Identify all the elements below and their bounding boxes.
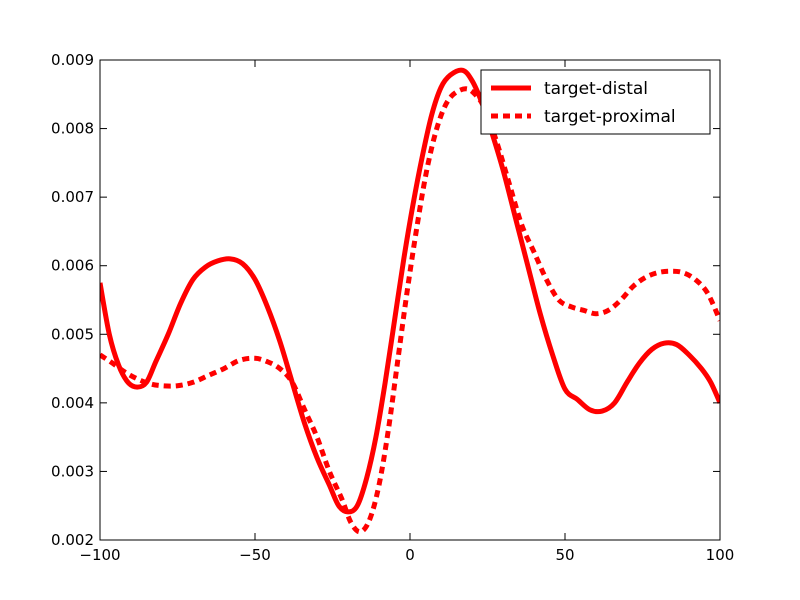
series-line-target-distal (100, 67, 720, 515)
ticks-layer: −100 −50 0 50 100 0.002 0.003 0.004 0.005 0.006 0.… (51, 51, 734, 564)
x-tick-label: 50 (555, 546, 574, 564)
y-tick-label: 0.008 (51, 120, 94, 138)
x-tick-label: 0 (405, 546, 415, 564)
legend-label-target-proximal: target-proximal (544, 107, 676, 127)
x-tick-label: −50 (239, 546, 271, 564)
legend-label-target-distal: target-distal (544, 79, 648, 99)
y-tick-label: 0.006 (51, 257, 94, 275)
y-tick-label: 0.003 (51, 462, 94, 480)
y-tick-label: 0.009 (51, 51, 94, 69)
legend: target-distal target-proximal (480, 69, 711, 135)
series-line-target-proximal (100, 86, 720, 535)
series-layer (100, 67, 720, 535)
y-tick-label: 0.005 (51, 325, 94, 343)
x-tick-label: 100 (706, 546, 735, 564)
x-tick-label: −100 (79, 546, 120, 564)
legend-box (480, 69, 711, 135)
y-tick-label: 0.002 (51, 531, 94, 549)
y-tick-label: 0.004 (51, 394, 94, 412)
y-tick-label: 0.007 (51, 188, 94, 206)
